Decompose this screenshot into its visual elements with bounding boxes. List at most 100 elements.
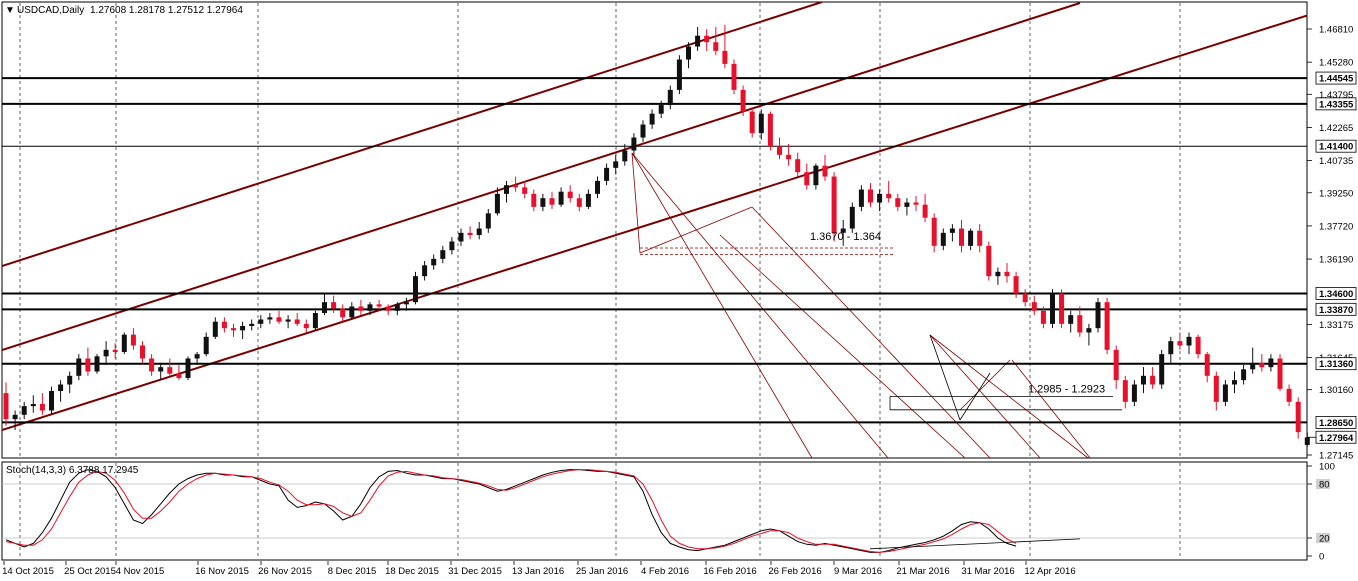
candle-body <box>1141 375 1146 385</box>
price-tick-label: 1.30160 <box>1319 385 1353 396</box>
price-tick-label: 1.45280 <box>1319 58 1353 69</box>
candle-body <box>39 403 45 411</box>
stoch-d-line <box>5 469 1017 553</box>
candle-body <box>904 202 910 207</box>
candle-body <box>94 356 100 372</box>
price-tick-label: 1.42265 <box>1319 123 1353 134</box>
candle-body <box>1232 380 1237 385</box>
candle-body <box>540 198 546 207</box>
price-level-value: 1.33870 <box>1319 305 1353 316</box>
candle-body <box>995 271 1001 277</box>
candle-body <box>858 189 864 207</box>
date-tick-label: 14 Oct 2015 <box>2 566 54 577</box>
candle-body <box>1195 336 1201 355</box>
candle-body <box>413 276 418 303</box>
candle-body <box>749 111 755 134</box>
candle-body <box>3 393 9 420</box>
candle-body <box>58 384 64 391</box>
down-channel-line <box>631 152 813 458</box>
candle-body <box>1104 302 1110 350</box>
candle-body <box>558 191 564 205</box>
symbol-label: USDCAD,Daily <box>17 5 84 16</box>
candle-body <box>1186 336 1192 346</box>
annotations: 1.3670 - 1.364 1.2985 - 1.2923 <box>640 231 1122 411</box>
date-tick-label: 26 Nov 2015 <box>258 566 312 577</box>
candle-body <box>403 302 409 305</box>
price-level-value: 1.44545 <box>1319 74 1354 85</box>
candle-body <box>1168 341 1174 355</box>
candle-body <box>1077 315 1083 333</box>
osc-trendline <box>869 538 1081 550</box>
candle-body <box>722 50 728 64</box>
candle-body <box>21 406 27 415</box>
candle-body <box>786 154 792 160</box>
price-level-tag <box>1315 97 1357 111</box>
date-tick-label: 8 Dec 2015 <box>328 566 377 577</box>
candle-body <box>622 150 628 162</box>
price-level-tag <box>1315 302 1357 316</box>
date-tick-label: 18 Dec 2015 <box>385 566 439 577</box>
candle-body <box>340 308 346 318</box>
down-channel-line <box>631 152 889 458</box>
candle-body <box>258 319 264 324</box>
osc-tick-label: 0 <box>1319 552 1324 563</box>
candle-body <box>240 325 246 331</box>
candle-body <box>394 304 400 311</box>
candle-body <box>949 228 955 233</box>
candle-body <box>513 185 519 188</box>
candle-body <box>1295 401 1301 433</box>
candle-body <box>176 373 182 378</box>
candle-body <box>140 345 145 359</box>
candle-body <box>959 228 964 246</box>
date-tick-label: 9 Mar 2016 <box>834 566 882 577</box>
candle-body <box>968 230 974 246</box>
candle-body <box>1013 276 1019 294</box>
price-level-value: 1.28650 <box>1319 418 1353 429</box>
down-channel-line <box>751 206 991 458</box>
candle-body <box>49 390 54 411</box>
date-tick-label: 26 Feb 2016 <box>768 566 821 577</box>
price-tick-label: 1.33175 <box>1319 320 1353 331</box>
candle-body <box>1213 375 1219 402</box>
candle-body <box>1159 354 1165 385</box>
candle-body <box>585 193 591 207</box>
candle-body <box>167 367 173 374</box>
candle-body <box>30 403 36 407</box>
candle-body <box>367 304 373 311</box>
price-level-value: 1.34600 <box>1319 289 1353 300</box>
candle-body <box>804 172 810 186</box>
candle-body <box>831 176 837 233</box>
candle-body <box>249 323 255 326</box>
candle-body <box>376 304 382 307</box>
candle-body <box>868 189 873 203</box>
price-tick-label: 1.27145 <box>1319 451 1353 462</box>
price-tick-label: 1.46810 <box>1319 25 1353 36</box>
candle-body <box>1204 354 1210 376</box>
price-level-tag <box>1315 287 1357 300</box>
date-tick-label: 21 Mar 2016 <box>896 566 949 577</box>
candle-body <box>595 180 600 194</box>
stochastic-pane: 100 80 20 0 Stoch(14,3,3) 6.3788 17.2945 <box>1 461 1335 563</box>
candle-body <box>613 161 619 168</box>
candle-body <box>667 89 673 106</box>
candle-body <box>231 328 236 331</box>
candle-body <box>467 232 473 236</box>
candle-body <box>485 213 491 229</box>
down-channel-line <box>959 359 1011 411</box>
date-tick-label: 4 Nov 2015 <box>116 566 165 577</box>
date-tick-label: 12 Apr 2016 <box>1024 566 1075 577</box>
candle-body <box>149 358 155 372</box>
date-tick-label: 16 Nov 2015 <box>195 566 249 577</box>
candle-body <box>1122 380 1128 402</box>
candle-body <box>877 193 883 203</box>
price-level-tag <box>1315 71 1357 85</box>
candle-body <box>322 302 327 313</box>
date-tick-label: 25 Oct 2015 <box>64 566 116 577</box>
collapse-triangle-icon[interactable]: ▼ <box>5 5 15 16</box>
ohlc-readout: 1.27608 1.28178 1.27512 1.27964 <box>90 5 243 16</box>
up-channel-line <box>2 2 1081 351</box>
candle-body <box>1250 362 1256 370</box>
candle-body <box>649 113 655 125</box>
candle-body <box>531 193 537 207</box>
